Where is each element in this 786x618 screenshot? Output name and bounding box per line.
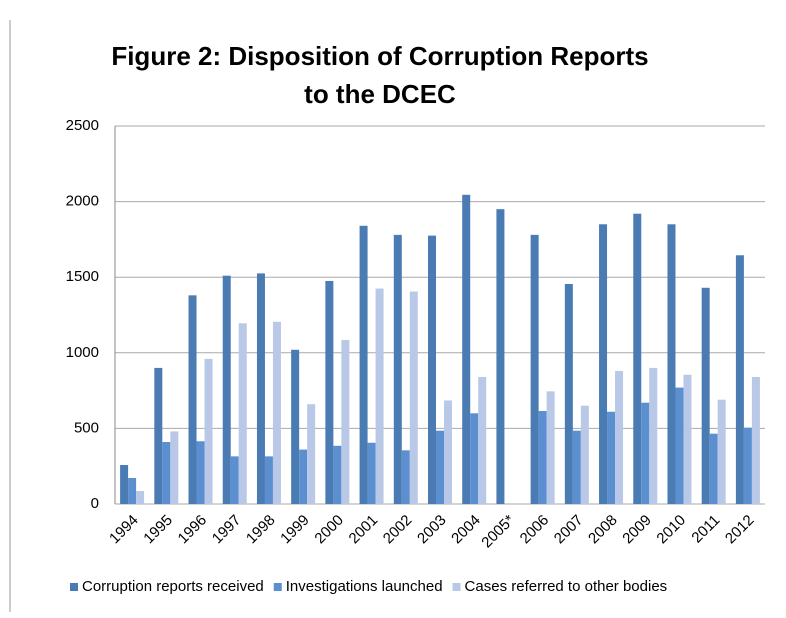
bar bbox=[128, 477, 137, 504]
bar bbox=[633, 213, 642, 505]
bar bbox=[743, 427, 752, 504]
bar bbox=[154, 367, 163, 504]
bar bbox=[649, 367, 658, 504]
bar bbox=[564, 284, 573, 504]
bar bbox=[444, 400, 452, 504]
bar bbox=[641, 402, 650, 504]
bar bbox=[136, 490, 145, 504]
bar bbox=[683, 374, 692, 504]
bar bbox=[162, 442, 171, 504]
bar bbox=[599, 224, 608, 504]
bar bbox=[291, 349, 300, 504]
bar bbox=[580, 405, 589, 504]
x-tick-label: 1999 bbox=[277, 512, 313, 548]
bar bbox=[188, 295, 197, 504]
bar bbox=[478, 376, 487, 504]
x-tick-label: 1994 bbox=[106, 512, 142, 548]
bar bbox=[401, 450, 410, 504]
x-tick-label: 1998 bbox=[243, 512, 279, 548]
chart-title: to the DCEC bbox=[304, 79, 456, 109]
bar bbox=[530, 234, 539, 504]
bar bbox=[496, 209, 505, 504]
bar bbox=[196, 441, 205, 504]
bar bbox=[230, 456, 239, 504]
legend-label: Investigations launched bbox=[286, 578, 443, 595]
bar bbox=[751, 376, 760, 504]
x-tick-label: 2002 bbox=[380, 512, 416, 548]
bar bbox=[341, 339, 350, 504]
x-tick-label: 1995 bbox=[140, 512, 176, 548]
bar bbox=[572, 430, 581, 504]
y-tick-label: 1000 bbox=[66, 344, 99, 361]
y-tick-label: 500 bbox=[74, 419, 99, 436]
x-tick-label: 2007 bbox=[551, 512, 587, 548]
chart-title: Figure 2: Disposition of Corruption Repo… bbox=[111, 41, 648, 71]
bar bbox=[333, 445, 342, 504]
bar bbox=[393, 234, 402, 504]
bar bbox=[717, 399, 726, 504]
x-tick-label: 2011 bbox=[688, 512, 723, 547]
bar bbox=[256, 273, 265, 504]
bar bbox=[367, 442, 376, 504]
x-tick-label: 2006 bbox=[517, 512, 553, 548]
bar bbox=[325, 280, 334, 504]
bar bbox=[675, 387, 684, 504]
bar bbox=[264, 456, 273, 504]
y-tick-label: 2000 bbox=[66, 193, 99, 210]
bar bbox=[170, 431, 179, 504]
y-tick-label: 1500 bbox=[66, 268, 99, 285]
bar bbox=[222, 275, 231, 504]
x-tick-label: 2004 bbox=[448, 512, 484, 548]
bar bbox=[546, 391, 555, 504]
bar bbox=[709, 433, 718, 504]
y-tick-label: 0 bbox=[91, 495, 99, 512]
bar bbox=[735, 255, 744, 504]
x-tick-label: 2012 bbox=[722, 512, 758, 548]
bar bbox=[307, 404, 316, 504]
x-tick-label: 2009 bbox=[619, 512, 655, 548]
bar bbox=[701, 287, 710, 504]
bar bbox=[667, 224, 676, 504]
x-tick-label: 2005* bbox=[478, 512, 518, 552]
x-tick-label: 1996 bbox=[175, 512, 211, 548]
legend-swatch bbox=[452, 583, 461, 591]
bar bbox=[409, 291, 418, 504]
bar bbox=[204, 358, 213, 504]
y-tick-label: 2500 bbox=[66, 117, 99, 134]
bar bbox=[615, 370, 624, 504]
legend-label: Corruption reports received bbox=[82, 578, 264, 595]
legend-swatch bbox=[70, 583, 78, 591]
bar bbox=[462, 194, 471, 504]
bar bbox=[272, 321, 281, 504]
x-tick-label: 2008 bbox=[585, 512, 621, 548]
bar bbox=[428, 235, 436, 504]
legend-label: Cases referred to other bodies bbox=[465, 578, 668, 595]
bar bbox=[238, 323, 247, 504]
bar bbox=[299, 449, 308, 504]
x-tick-label: 2001 bbox=[346, 512, 382, 548]
bar bbox=[375, 288, 384, 504]
bar bbox=[436, 430, 444, 504]
legend-swatch bbox=[273, 583, 282, 591]
bar bbox=[470, 413, 479, 504]
x-tick-label: 2000 bbox=[311, 512, 347, 548]
bar bbox=[359, 225, 368, 505]
bar bbox=[120, 464, 129, 504]
x-tick-label: 2003 bbox=[414, 512, 450, 548]
x-tick-label: 2010 bbox=[653, 512, 689, 548]
bar bbox=[538, 411, 547, 504]
x-tick-label: 1997 bbox=[209, 512, 245, 548]
bar bbox=[607, 411, 616, 504]
